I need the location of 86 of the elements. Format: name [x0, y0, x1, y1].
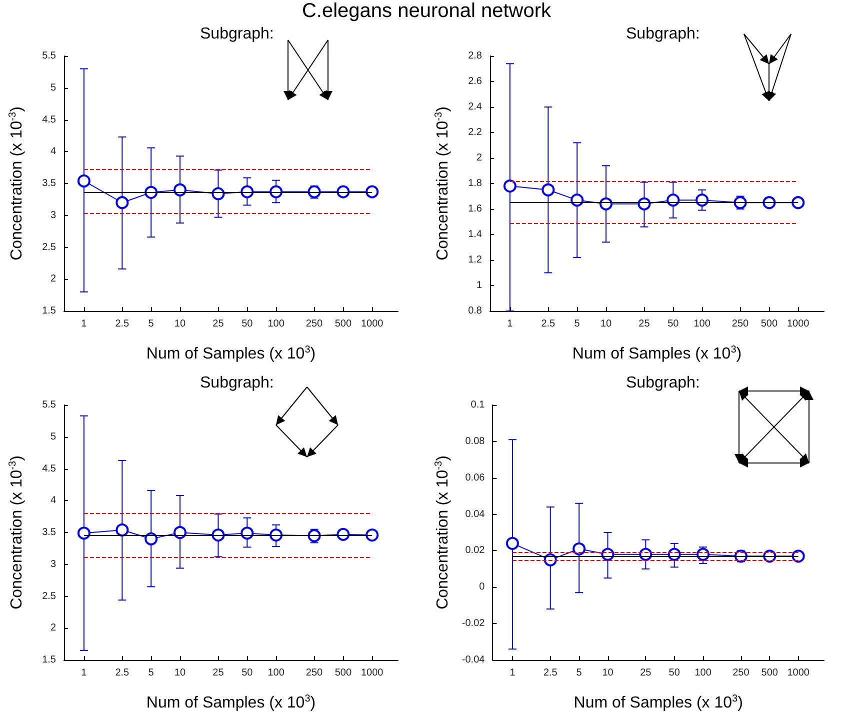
x-tick-label: 250 [732, 668, 750, 678]
x-tick-label: 500 [760, 318, 778, 330]
y-tick-label: 2.5 [42, 242, 56, 253]
x-tick-label: 100 [694, 318, 711, 330]
y-tick-label: 1 [476, 280, 482, 291]
y-tick-label: 2.6 [468, 76, 482, 87]
y-axis-title: Concentration (x 10-3) [434, 106, 452, 260]
text: Subgraph: [626, 374, 700, 392]
y-tick-label: 0.06 [465, 472, 486, 484]
x-tick-label: 1000 [787, 668, 810, 678]
x-tick-label: 10 [600, 318, 612, 330]
x-tick-label: 50 [242, 318, 254, 330]
y-tick-label: 2.5 [42, 590, 56, 602]
x-tick-label: 1 [507, 318, 514, 330]
y-tick-label: 5.5 [42, 50, 56, 62]
x-tick-label: 1 [510, 668, 516, 678]
y-tick-label: 2.4 [468, 102, 482, 112]
y-tick-label: 2.2 [468, 127, 482, 138]
x-tick-label: 500 [761, 668, 778, 678]
y-tick-label: 1.6 [468, 204, 482, 214]
x-tick-label: 50 [668, 668, 680, 678]
y-tick-label: 0 [479, 582, 486, 593]
x-tick-label: 100 [268, 318, 285, 330]
text: Subgraph: [200, 374, 274, 392]
x-tick-label: 500 [334, 318, 352, 330]
y-tick-label: -0.04 [462, 654, 486, 666]
x-tick-label: 10 [174, 668, 186, 678]
y-tick-label: 5 [50, 431, 56, 442]
x-tick-label: 25 [212, 318, 224, 330]
x-tick-label: 250 [306, 668, 324, 678]
x-tick-label: 1 [81, 668, 88, 678]
y-tick-label: 4.5 [42, 114, 56, 126]
y-tick-label: 2 [476, 152, 482, 164]
y-tick-label: 1.2 [468, 254, 482, 266]
y-tick-label: 4 [50, 495, 56, 506]
x-tick-label: 2.5 [541, 318, 556, 330]
x-tick-label: 100 [694, 668, 712, 678]
y-tick-label: 1.5 [42, 306, 56, 316]
y-tick-label: 2.8 [468, 50, 482, 62]
x-tick-label: 2.5 [115, 668, 130, 678]
y-tick-label: 0.1 [470, 400, 486, 410]
x-tick-label: 25 [212, 668, 224, 678]
x-tick-label: 10 [602, 668, 614, 678]
y-tick-label: 1.4 [468, 229, 482, 240]
y-axis-title: Concentration (x 10-3) [434, 456, 452, 610]
text: Subgraph: [626, 26, 700, 42]
x-tick-label: 2.5 [543, 668, 558, 678]
y-tick-label: 5.5 [42, 400, 56, 410]
y-tick-label: 1.8 [468, 178, 482, 189]
y-tick-label: 0.8 [468, 306, 482, 316]
y-tick-label: 3.5 [42, 527, 56, 538]
y-tick-label: -0.02 [462, 618, 486, 630]
y-tick-label: 1.5 [42, 654, 56, 666]
chart-title: C.elegans neuronal network [300, 0, 552, 22]
x-tick-label: 5 [148, 318, 154, 330]
x-tick-label: 25 [640, 668, 652, 678]
text: Subgraph: [200, 26, 274, 42]
x-tick-label: 5 [576, 668, 582, 678]
x-tick-label: 100 [268, 668, 285, 678]
y-tick-label: 4.5 [42, 463, 56, 474]
y-tick-label: 2 [50, 622, 56, 634]
y-tick-label: 2 [50, 274, 56, 285]
x-tick-label: 250 [732, 318, 750, 330]
y-tick-label: 4 [50, 146, 56, 158]
x-tick-label: 250 [306, 318, 324, 330]
x-tick-label: 1000 [360, 318, 384, 330]
x-tick-label: 1 [81, 318, 88, 330]
y-axis-title: Concentration (x 10-3) [8, 456, 26, 610]
x-tick-label: 50 [668, 318, 680, 330]
y-tick-label: 0.02 [465, 545, 486, 556]
x-tick-label: 500 [334, 668, 352, 678]
x-tick-label: 1000 [360, 668, 384, 678]
y-axis-title: Concentration (x 10-3) [8, 106, 26, 260]
x-tick-label: 5 [148, 668, 154, 678]
y-tick-label: 3.5 [42, 178, 56, 189]
y-tick-label: 5 [50, 82, 56, 94]
y-tick-label: 0.08 [465, 436, 486, 447]
x-tick-label: 2.5 [115, 318, 130, 330]
y-tick-label: 0.04 [465, 508, 486, 520]
x-tick-label: 25 [638, 318, 650, 330]
x-tick-label: 5 [574, 318, 580, 330]
y-tick-label: 3 [50, 558, 56, 570]
x-tick-label: 50 [242, 668, 254, 678]
x-tick-label: 10 [174, 318, 186, 330]
x-tick-label: 1000 [786, 318, 810, 330]
y-tick-label: 3 [50, 210, 56, 221]
